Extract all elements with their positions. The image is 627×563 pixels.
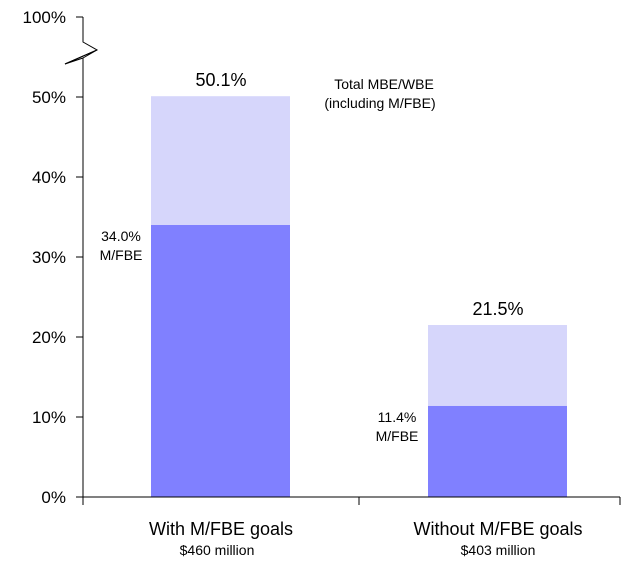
category-label-1: With M/FBE goals bbox=[149, 519, 293, 539]
mfbe-name-label-1: M/FBE bbox=[100, 247, 143, 263]
y-tick-label-5: 50% bbox=[32, 88, 66, 107]
y-tick-label-2: 20% bbox=[32, 328, 66, 347]
annotation-line-2: (including M/FBE) bbox=[324, 95, 435, 111]
mfbe-name-label-2: M/FBE bbox=[376, 428, 419, 444]
category-subtitle-1: $460 million bbox=[180, 542, 255, 558]
total-label-1: 50.1% bbox=[195, 70, 246, 90]
mfbe-value-label-2: 11.4% bbox=[378, 409, 417, 425]
y-tick-label-6: 100% bbox=[23, 8, 66, 27]
bar-segment-total-1 bbox=[151, 96, 290, 225]
category-label-2: Without M/FBE goals bbox=[413, 519, 582, 539]
labels-layer: Total MBE/WBE (including M/FBE) With M/F… bbox=[100, 70, 583, 558]
y-axis-break-upper bbox=[64, 17, 99, 65]
y-tick-label-3: 30% bbox=[32, 248, 66, 267]
axes-layer: 0% 10% 20% 30% 40% 50% 100% bbox=[23, 8, 621, 507]
y-tick-label-4: 40% bbox=[32, 168, 66, 187]
annotation-line-1: Total MBE/WBE bbox=[334, 76, 434, 92]
category-subtitle-2: $403 million bbox=[461, 542, 536, 558]
mfbe-value-label-1: 34.0% bbox=[101, 228, 141, 244]
bars-layer bbox=[151, 96, 567, 497]
bar-segment-mfbe-1 bbox=[151, 225, 290, 497]
bar-segment-total-2 bbox=[428, 325, 567, 406]
total-label-2: 21.5% bbox=[472, 299, 523, 319]
y-axis-line-with-break bbox=[64, 49, 98, 497]
y-tick-label-1: 10% bbox=[32, 408, 66, 427]
y-tick-label-0: 0% bbox=[41, 488, 66, 507]
bar-segment-mfbe-2 bbox=[428, 405, 567, 497]
